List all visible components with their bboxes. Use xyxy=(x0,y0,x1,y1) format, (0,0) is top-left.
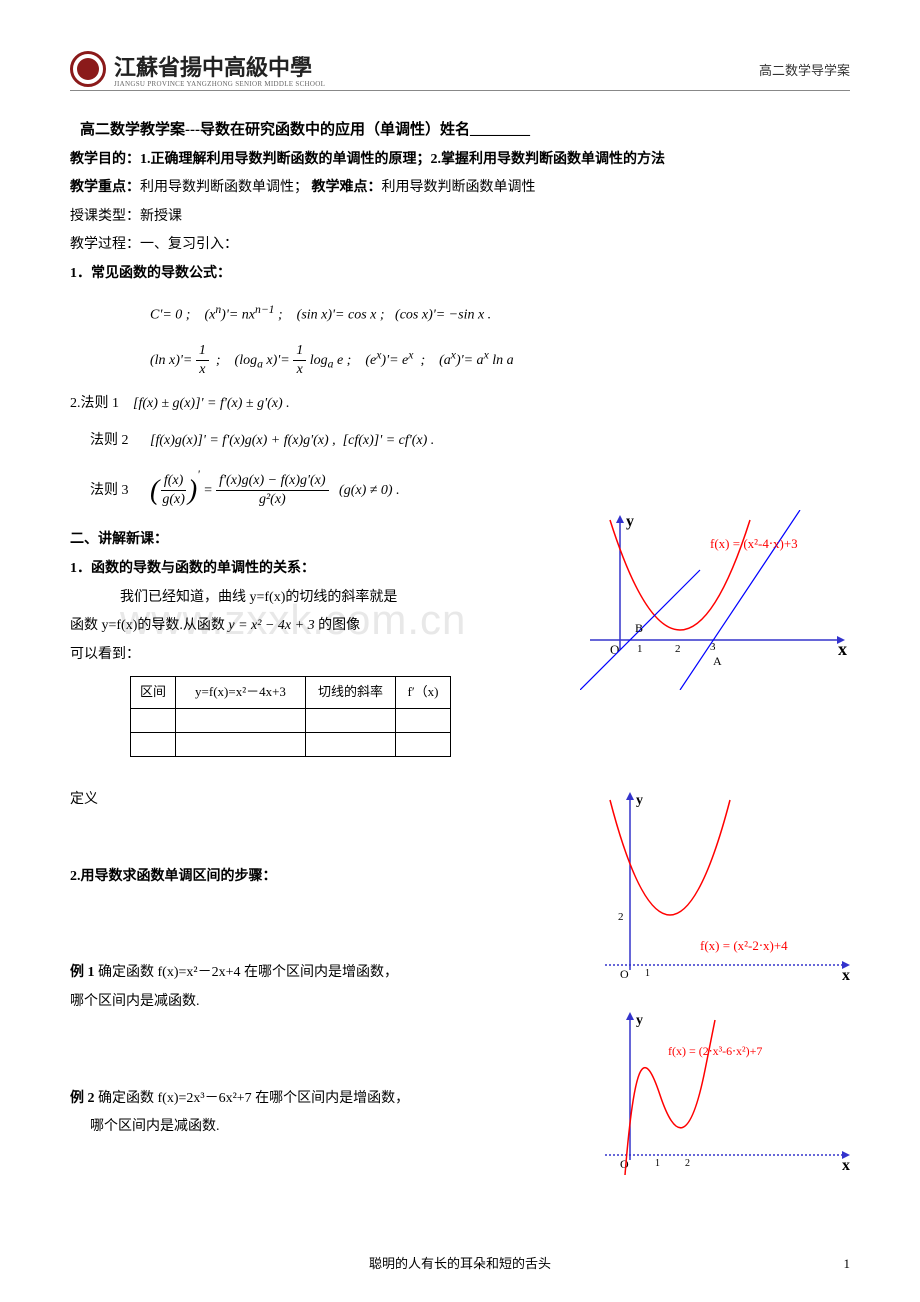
svg-text:x: x xyxy=(842,1157,850,1174)
header-right: 高二数学导学案 xyxy=(759,60,850,79)
th-2: 切线的斜率 xyxy=(306,677,396,709)
svg-text:B: B xyxy=(635,621,643,635)
chart-parabola-1: y x O 1 2 3 B A f(x) = (x²-4⋅x)+3 xyxy=(580,510,860,690)
objective-text: 1.正确理解利用导数判断函数的单调性的原理；2.掌握利用导数判断函数单调性的方法 xyxy=(140,152,665,167)
difficulty-label: 教学难点： xyxy=(312,180,382,195)
difficulty-text: 利用导数判断函数单调性 xyxy=(382,180,536,195)
process-label: 教学过程： xyxy=(70,237,140,252)
process-intro: 一、复习引入： xyxy=(140,237,238,252)
footer-quote: 聪明的人有长的耳朵和短的舌头 xyxy=(0,1253,920,1272)
law-2: 法则 2 [f(x)g(x)]' = f'(x)g(x) + f(x)g'(x)… xyxy=(70,428,850,455)
law3-label: 法则 3 xyxy=(90,478,150,505)
svg-text:2: 2 xyxy=(685,1158,690,1169)
definition-label: 定义 xyxy=(70,787,550,814)
subsection1-text2b: 的图像 xyxy=(318,618,360,633)
example1: 例 1 确定函数 f(x)=x²－2x+4 在哪个区间内是增函数， xyxy=(70,960,550,987)
svg-text:1: 1 xyxy=(645,968,650,979)
keypoint-text: 利用导数判断函数单调性； xyxy=(140,180,308,195)
law2-label: 法则 2 xyxy=(90,428,150,455)
subsection1-text1: 我们已经知道，曲线 y=f(x)的切线的斜率就是 xyxy=(70,585,550,612)
example1-text2: 哪个区间内是减函数. xyxy=(70,989,550,1016)
subsection1-title: 1．函数的导数与函数的单调性的关系： xyxy=(70,556,550,583)
page-title: 高二数学教学案---导数在研究函数中的应用（单调性）姓名________ xyxy=(80,116,850,145)
svg-text:x: x xyxy=(838,639,847,659)
subsection2-title: 2.用导数求函数单调区间的步骤： xyxy=(70,864,550,891)
example2-text2: 哪个区间内是减函数. xyxy=(90,1114,550,1141)
svg-text:f(x) = (2⋅x³-6⋅x²)+7: f(x) = (2⋅x³-6⋅x²)+7 xyxy=(668,1044,762,1058)
th-1: y=f(x)=x²－4x+3 xyxy=(176,677,306,709)
svg-text:f(x) = (x²-4⋅x)+3: f(x) = (x²-4⋅x)+3 xyxy=(710,536,798,551)
chart3-svg: y x O 1 2 f(x) = (2⋅x³-6⋅x²)+7 xyxy=(600,1010,860,1180)
classtype-text: 新授课 xyxy=(140,209,182,224)
page-header: 江蘇省揚中高級中學 JIANGSU PROVINCE YANGZHONG SEN… xyxy=(70,50,850,91)
svg-text:y: y xyxy=(636,1013,643,1028)
school-name: 江蘇省揚中高級中學 xyxy=(114,50,325,82)
svg-text:x: x xyxy=(842,967,850,984)
section2-title: 二、讲解新课： xyxy=(70,527,550,554)
chart2-svg: y x O 2 1 f(x) = (x²-2⋅x)+4 xyxy=(600,790,860,990)
objective-label: 教学目的： xyxy=(70,152,140,167)
example2: 例 2 确定函数 f(x)=2x³－6x²+7 在哪个区间内是增函数， xyxy=(70,1086,550,1113)
law-1: 2.法则 1 [f(x) ± g(x)]' = f'(x) ± g'(x) . xyxy=(70,391,850,418)
school-name-sub: JIANGSU PROVINCE YANGZHONG SENIOR MIDDLE… xyxy=(114,80,325,88)
th-0: 区间 xyxy=(131,677,176,709)
th-3: f′（x) xyxy=(396,677,451,709)
svg-text:f(x) = (x²-2⋅x)+4: f(x) = (x²-2⋅x)+4 xyxy=(700,938,788,953)
school-logo xyxy=(70,51,106,87)
subsection1-text3: 可以看到： xyxy=(70,642,550,669)
svg-text:2: 2 xyxy=(618,911,624,923)
subsection1-text2a: 函数 y=f(x)的导数.从函数 xyxy=(70,618,225,633)
example1-label: 例 1 xyxy=(70,965,95,980)
example2-text: 确定函数 f(x)=2x³－6x²+7 在哪个区间内是增函数， xyxy=(95,1091,410,1106)
svg-text:y: y xyxy=(626,513,634,530)
svg-text:1: 1 xyxy=(655,1158,660,1169)
subsection1-text2-line: 函数 y=f(x)的导数.从函数 y = x² − 4x + 3 的图像 xyxy=(70,613,550,640)
keypoint-label: 教学重点： xyxy=(70,180,140,195)
formula-line-2: (ln x)'= 1x ; (loga x)'= 1x loga e ; (ex… xyxy=(150,342,850,379)
svg-text:O: O xyxy=(620,967,629,981)
chart1-svg: y x O 1 2 3 B A f(x) = (x²-4⋅x)+3 xyxy=(580,510,860,690)
svg-text:A: A xyxy=(713,654,722,668)
school-name-block: 江蘇省揚中高級中學 JIANGSU PROVINCE YANGZHONG SEN… xyxy=(114,50,325,88)
svg-text:2: 2 xyxy=(675,643,681,655)
example2-label: 例 2 xyxy=(70,1091,95,1106)
chart-cubic: y x O 1 2 f(x) = (2⋅x³-6⋅x²)+7 xyxy=(600,1010,860,1180)
example1-text: 确定函数 f(x)=x²－2x+4 在哪个区间内是增函数， xyxy=(95,965,398,980)
chart-parabola-2: y x O 2 1 f(x) = (x²-2⋅x)+4 xyxy=(600,790,860,990)
svg-text:y: y xyxy=(636,793,643,808)
law1-label: 2.法则 1 xyxy=(70,391,119,418)
formulas-title: 1．常见函数的导数公式： xyxy=(70,261,850,288)
svg-text:O: O xyxy=(620,1157,629,1171)
formula-line-1: C'= 0 ; (xn)'= nxn−1 ; (sin x)'= cos x ;… xyxy=(150,299,850,329)
svg-text:1: 1 xyxy=(637,643,643,655)
classtype-label: 授课类型： xyxy=(70,209,140,224)
interval-table: 区间 y=f(x)=x²－4x+3 切线的斜率 f′（x) xyxy=(130,676,550,757)
page-number: 1 xyxy=(844,1256,851,1272)
